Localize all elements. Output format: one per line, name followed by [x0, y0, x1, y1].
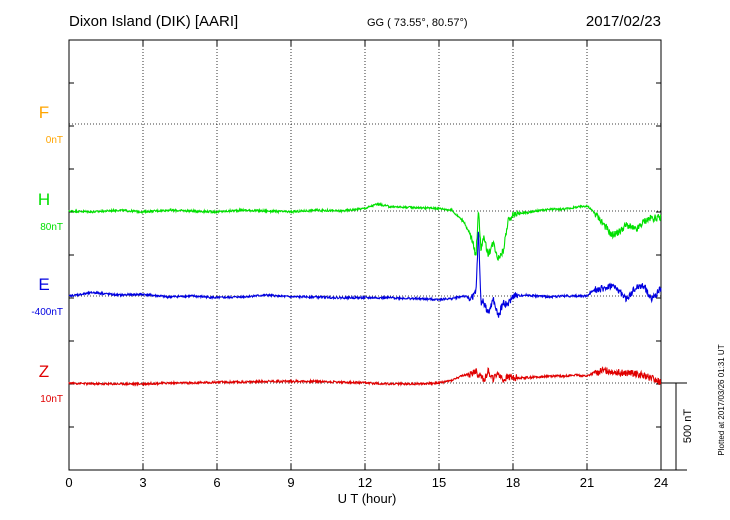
series-baseline-H: 80nT: [40, 222, 63, 233]
series-name-H: H: [38, 190, 50, 209]
series-layer: [68, 201, 662, 387]
series-line-E: [68, 231, 662, 318]
series-baseline-E: -400nT: [31, 307, 63, 318]
series-baseline-Z: 10nT: [40, 394, 63, 405]
series-line-Z: [68, 366, 662, 387]
x-tick-label: 0: [65, 475, 72, 490]
plotted-timestamp: Plotted at 2017/03/26 01:31 UT: [717, 344, 726, 455]
station-title: Dixon Island (DIK) [AARI]: [69, 13, 238, 30]
scale-bar: [661, 382, 687, 471]
x-tick-label: 24: [654, 475, 668, 490]
chart-date: 2017/02/23: [586, 13, 661, 30]
plot-frame: [68, 39, 662, 471]
x-tick-label: 18: [506, 475, 520, 490]
x-tick-label: 15: [432, 475, 446, 490]
x-tick-label: 6: [213, 475, 220, 490]
series-labels: F 0nT H 80nT E -400nT Z 10nT: [31, 103, 63, 405]
scale-bar-label: 500 nT: [682, 409, 694, 444]
series-baseline-F: 0nT: [46, 135, 63, 146]
series-line-H: [68, 201, 662, 261]
x-axis-label: U T (hour): [338, 491, 397, 506]
x-tick-label: 21: [580, 475, 594, 490]
grid-lines: [69, 40, 661, 470]
series-name-F: F: [39, 103, 49, 122]
x-tick-label: 9: [287, 475, 294, 490]
series-name-Z: Z: [39, 362, 49, 381]
station-coordinates: GG ( 73.55°, 80.57°): [367, 17, 468, 29]
x-tick-label: 3: [139, 475, 146, 490]
series-name-E: E: [38, 275, 49, 294]
x-tick-label: 12: [358, 475, 372, 490]
x-axis-ticks: 0 3 6 9 12 15 18 21 24: [65, 40, 668, 490]
